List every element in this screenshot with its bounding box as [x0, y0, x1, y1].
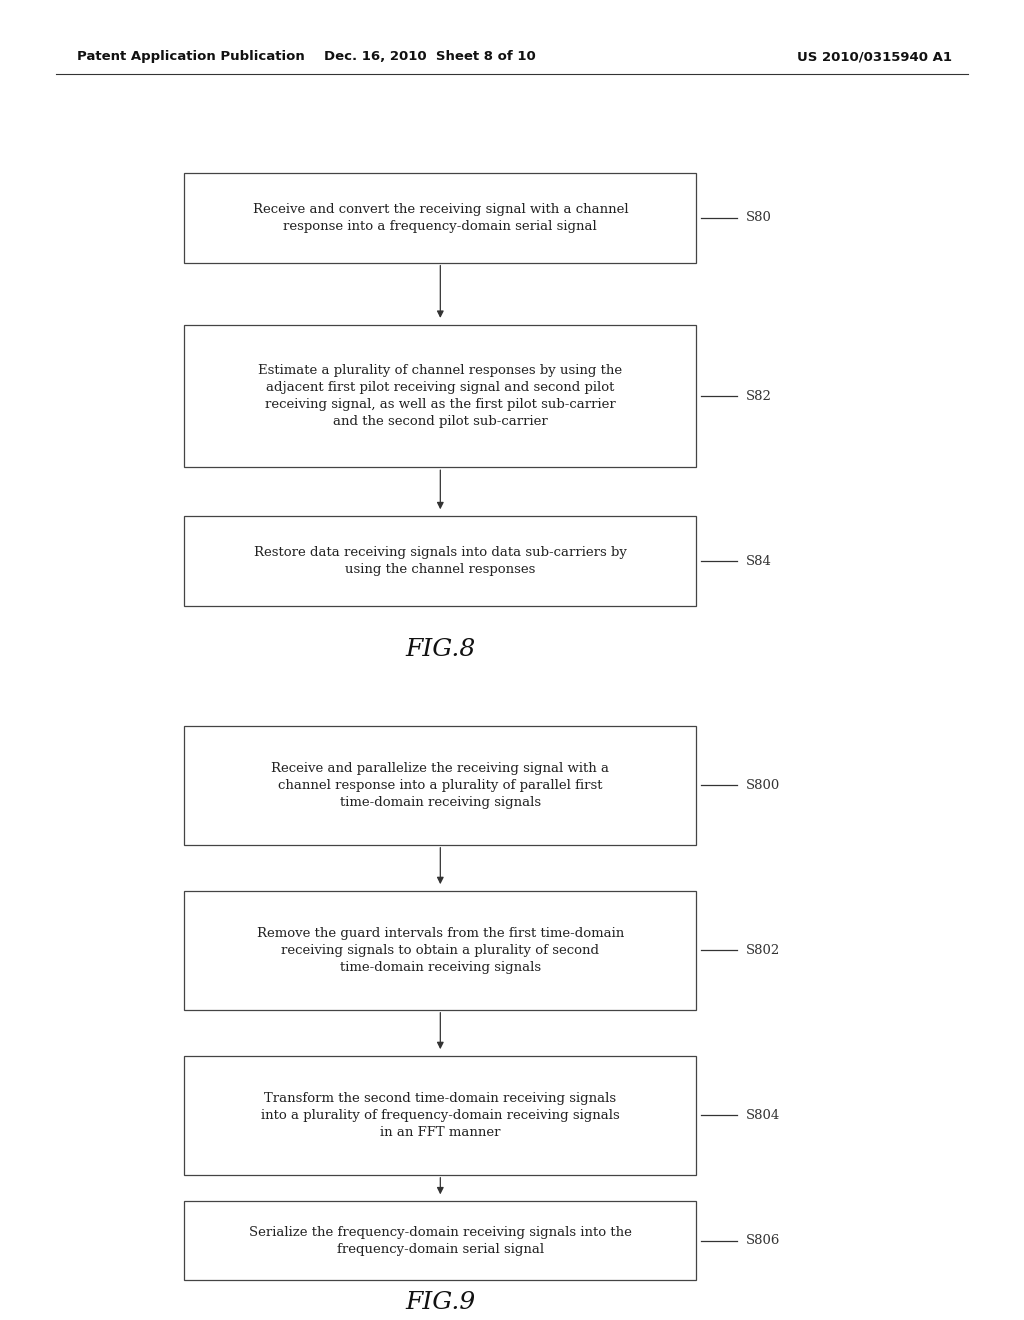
Text: S806: S806 [745, 1234, 780, 1247]
Bar [184, 1056, 696, 1175]
Bar [184, 325, 696, 467]
Text: Estimate a plurality of channel responses by using the
adjacent first pilot rece: Estimate a plurality of channel response… [258, 364, 623, 428]
Bar [184, 173, 696, 263]
Text: Dec. 16, 2010  Sheet 8 of 10: Dec. 16, 2010 Sheet 8 of 10 [325, 50, 536, 63]
Text: S804: S804 [745, 1109, 779, 1122]
Bar [184, 1201, 696, 1280]
Bar [184, 891, 696, 1010]
Text: S84: S84 [745, 554, 771, 568]
Text: Transform the second time-domain receiving signals
into a plurality of frequency: Transform the second time-domain receivi… [261, 1092, 620, 1139]
Text: Serialize the frequency-domain receiving signals into the
frequency-domain seria: Serialize the frequency-domain receiving… [249, 1226, 632, 1255]
Text: S80: S80 [745, 211, 771, 224]
Bar [184, 516, 696, 606]
Bar [184, 726, 696, 845]
Text: S82: S82 [745, 389, 771, 403]
Text: FIG.9: FIG.9 [406, 1291, 475, 1315]
Text: Receive and parallelize the receiving signal with a
channel response into a plur: Receive and parallelize the receiving si… [271, 762, 609, 809]
Text: FIG.8: FIG.8 [406, 638, 475, 661]
Text: Receive and convert the receiving signal with a channel
response into a frequenc: Receive and convert the receiving signal… [253, 203, 628, 232]
Text: Restore data receiving signals into data sub-carriers by
using the channel respo: Restore data receiving signals into data… [254, 546, 627, 576]
Text: US 2010/0315940 A1: US 2010/0315940 A1 [798, 50, 952, 63]
Text: S802: S802 [745, 944, 779, 957]
Text: Remove the guard intervals from the first time-domain
receiving signals to obtai: Remove the guard intervals from the firs… [257, 927, 624, 974]
Text: Patent Application Publication: Patent Application Publication [77, 50, 304, 63]
Text: S800: S800 [745, 779, 779, 792]
